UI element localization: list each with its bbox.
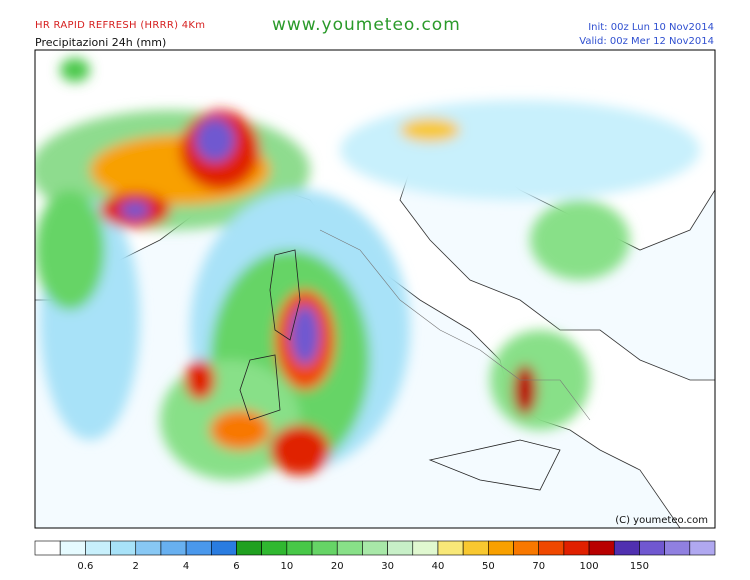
legend-label: 30 [381, 561, 394, 572]
map-area [35, 50, 715, 528]
legend-swatch [311, 540, 338, 556]
color-legend: 0.6 2 4 6 10 20 30 40 50 70 100 150 [34, 540, 716, 572]
legend-swatch [488, 540, 514, 556]
legend-swatch [160, 540, 187, 556]
legend-label: 150 [630, 561, 649, 572]
legend-label: 6 [233, 561, 239, 572]
legend-swatch [613, 540, 640, 556]
init-time: Init: 00z Lun 10 Nov2014 [588, 22, 714, 33]
legend-swatch [588, 540, 615, 556]
legend-label: 4 [183, 561, 189, 572]
legend-swatch [462, 540, 489, 556]
copyright: (C) youmeteo.com [615, 515, 708, 526]
legend-label: 50 [482, 561, 495, 572]
legend-swatch [689, 540, 716, 556]
model-title: HR RAPID REFRESH (HRRR) 4Km [35, 20, 206, 31]
legend-swatch [362, 540, 388, 556]
legend-swatch [563, 540, 590, 556]
legend-swatch [639, 540, 665, 556]
legend-swatch [664, 540, 691, 556]
site-url: www.youmeteo.com [272, 15, 461, 35]
legend-swatch [336, 540, 363, 556]
legend-swatch [387, 540, 414, 556]
legend-swatch [412, 540, 439, 556]
legend-swatch [210, 540, 237, 556]
legend-swatch [85, 540, 111, 556]
legend-label: 40 [432, 561, 445, 572]
field-title: Precipitazioni 24h (mm) [35, 36, 167, 49]
legend-label: 20 [331, 561, 344, 572]
valid-time: Valid: 00z Mer 12 Nov2014 [579, 36, 714, 47]
legend-swatch [538, 540, 565, 556]
legend-swatch [236, 540, 262, 556]
legend-swatch [34, 540, 61, 556]
legend-swatch [286, 540, 313, 556]
legend-label: 10 [280, 561, 293, 572]
legend-swatch [110, 540, 137, 556]
legend-swatch [59, 540, 86, 556]
legend-label: 100 [580, 561, 599, 572]
legend-swatch [135, 540, 162, 556]
legend-swatch [261, 540, 288, 556]
legend-swatch [513, 540, 540, 556]
legend-label: 2 [133, 561, 139, 572]
legend-label: 0.6 [77, 561, 93, 572]
legend-label: 70 [532, 561, 545, 572]
legend-swatch [185, 540, 212, 556]
map-frame [34, 49, 716, 529]
legend-swatch [437, 540, 464, 556]
